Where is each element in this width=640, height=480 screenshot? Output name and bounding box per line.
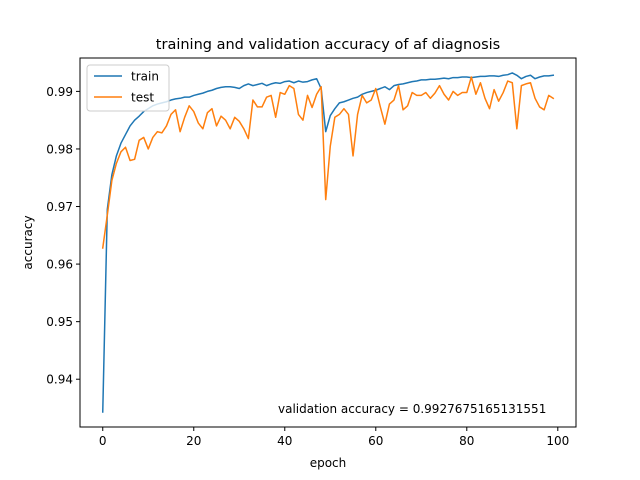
chart-title: training and validation accuracy of af d… [156,37,500,53]
x-tick-label: 100 [546,434,569,448]
y-tick-label: 0.94 [46,373,73,387]
y-ticks: 0.94 0.95 0.96 0.97 0.98 0.99 [46,85,80,387]
series-line-test [101,76,555,249]
x-tick-label: 60 [368,434,383,448]
series-line-train [101,72,555,413]
axes-frame [79,57,577,428]
x-tick-label: 40 [277,434,292,448]
x-axis-label: epoch [310,456,347,470]
y-tick-label: 0.95 [46,315,73,329]
y-tick-label: 0.96 [46,258,73,272]
y-tick-label: 0.97 [46,200,73,214]
validation-annotation: validation accuracy = 0.9927675165131551 [278,402,546,416]
y-axis-label: accuracy [21,215,35,269]
y-tick-label: 0.99 [46,85,73,99]
legend-label-train: train [131,70,159,84]
x-tick-label: 80 [459,434,474,448]
y-tick-label: 0.98 [46,142,73,156]
x-tick-label: 0 [99,434,107,448]
x-ticks: 0 20 40 60 80 100 [99,427,569,448]
legend: train test [86,64,170,112]
series-layer [101,72,555,413]
legend-label-test: test [131,91,154,105]
x-tick-label: 20 [186,434,201,448]
